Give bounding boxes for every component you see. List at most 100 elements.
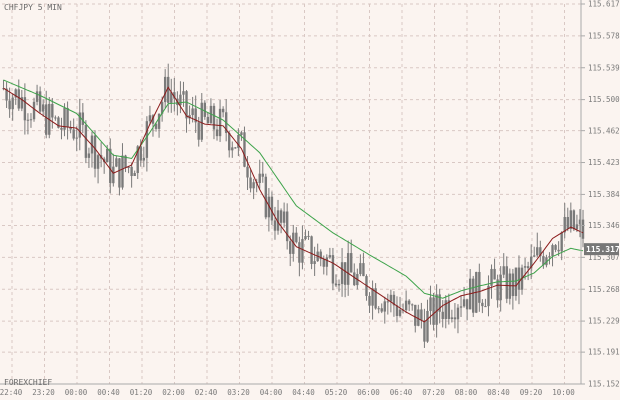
candle-body [84,124,88,158]
candle-body [63,107,66,130]
candle-body [557,249,560,252]
candle-body [493,268,496,280]
candle-body [346,253,350,285]
candle-body [481,302,484,307]
x-tick-label: 23:20 [32,388,55,397]
candle-body [170,92,173,103]
candle-body [136,146,139,174]
candle-body [93,135,97,169]
candle-body [487,285,490,307]
candle-body [212,105,216,130]
candle-body [505,266,508,299]
candle-body [264,176,268,218]
x-tick-label: 22:40 [0,388,23,397]
candle-body [398,309,402,316]
candle-body [179,94,182,106]
candle-body [276,210,280,231]
candle-body [380,308,383,312]
x-tick-label: 00:00 [65,388,88,397]
candle-body [566,217,569,229]
candle-body [368,295,371,306]
candle-body [145,121,149,158]
x-tick-label: 09:20 [520,388,543,397]
candle-body [228,132,231,151]
moving-averages [3,79,584,323]
candle-body [243,132,246,167]
x-tick-label: 04:00 [260,388,283,397]
candle-body [496,279,499,301]
candle-body [545,257,548,266]
candle-body [569,210,573,229]
candle-body [14,89,17,98]
candle-body [429,297,432,311]
candle-body [371,288,374,306]
last-price-tag [584,243,619,256]
candle-body [548,256,551,258]
candle-body [536,247,539,256]
x-tick-label: 06:40 [390,388,413,397]
watermark-label: FOREXCHIEF [4,378,52,387]
candle-body [115,158,118,167]
candle-body [96,155,100,169]
candle-body [160,102,164,114]
candle-body [185,91,188,119]
x-tick-label: 00:40 [97,388,120,397]
candle-body [221,108,225,113]
candle-body [194,108,197,123]
candle-body [298,242,301,263]
candle-body [374,288,377,309]
candle-body [54,117,57,119]
candle-body [234,147,237,149]
candle-body [517,267,521,290]
candle-body [502,266,505,275]
candle-body [182,91,185,95]
x-tick-label: 10:00 [552,388,575,397]
candle-body [511,273,515,297]
candle-body [51,103,54,118]
candle-body [75,137,78,139]
candle-body [411,304,414,306]
candle-body [359,263,362,275]
candle-body [106,148,109,163]
candle-body [465,299,469,310]
candle-body [578,219,582,225]
candle-body [340,262,344,284]
candle-body [57,117,60,128]
candle-body [203,102,207,117]
candle-body [529,256,533,269]
candle-body [267,196,271,218]
candle-body [118,158,121,188]
x-tick-label: 08:40 [487,388,510,397]
candle-body [289,241,292,254]
x-tick-label: 02:40 [195,388,218,397]
candle-body [560,232,563,252]
candle-body [5,88,8,101]
candle-body [447,300,451,319]
candle-body [484,306,487,308]
candle-body [313,261,316,264]
candle-body [87,153,91,158]
candle-body [29,119,33,121]
x-tick-label: 01:20 [130,388,153,397]
last-price-label: 115.317 [586,245,620,254]
candle-body [526,266,530,269]
candle-body [383,301,386,312]
candle-body [462,299,466,307]
y-tick-label: 115.346 [588,221,620,230]
candle-body [285,211,289,242]
candle-body [133,173,136,177]
candle-body [334,283,338,286]
candle-body [533,255,536,257]
candle-body [319,251,322,260]
candle-body [331,255,335,284]
candle-body [154,123,158,129]
candle-body [395,305,399,316]
candle-body [322,259,325,267]
candle-body [35,91,39,102]
candle-body [350,253,353,273]
candle-body [78,112,81,138]
x-tick-label: 05:20 [325,388,348,397]
x-tick-label: 07:20 [422,388,445,397]
